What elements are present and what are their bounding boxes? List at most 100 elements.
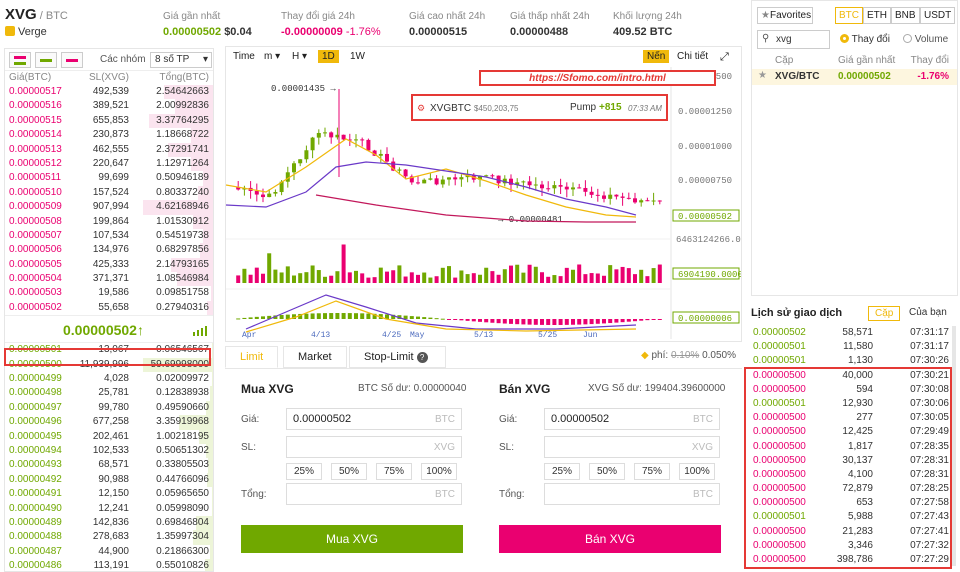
hour-dropdown[interactable]: H ▾ (292, 51, 308, 62)
ask-row[interactable]: 0.00000516 389,521 2.00992836 (5, 99, 213, 114)
bid-row[interactable]: 0.00000494 102,533 0.50651302 (5, 443, 213, 459)
amount-cell: 68,571 (98, 459, 129, 471)
url-banner[interactable]: https://Sfomo.com/intro.html (479, 70, 716, 86)
macd-bar (341, 313, 346, 319)
ask-row[interactable]: 0.00000509 907,994 4.62168946 (5, 200, 213, 215)
bid-row[interactable]: 0.00000488 278,683 1.35997304 (5, 530, 213, 545)
history-time: 07:27:32 (910, 539, 949, 551)
ask-row[interactable]: 0.00000505 425,333 2.14793165 (5, 257, 213, 273)
price-cell: 0.00000515 (9, 114, 62, 126)
bid-row[interactable]: 0.00000487 44,900 0.21866300 (5, 544, 213, 560)
ask-row[interactable]: 0.00000506 134,976 0.68297856 (5, 243, 213, 258)
ask-row[interactable]: 0.00000508 199,864 1.01530912 (5, 214, 213, 229)
tab-bnb[interactable]: BNB (891, 7, 920, 24)
macd-bar (298, 313, 303, 319)
macd-bar (577, 319, 582, 325)
tab-market[interactable]: Market (283, 346, 347, 368)
tab-limit[interactable]: Limit (225, 346, 279, 368)
sell-amount-input[interactable]: XVG (544, 436, 720, 458)
bid-row[interactable]: 0.00000499 4,028 0.02009972 (5, 372, 213, 387)
favorites-tab[interactable]: ★Favorites (757, 7, 813, 24)
bid-row[interactable]: 0.00000498 25,781 0.12838938 (5, 386, 213, 401)
ask-row[interactable]: 0.00000504 371,371 1.08546984 (5, 272, 213, 287)
amount-cell: 12,150 (98, 488, 129, 500)
tab-stop-limit[interactable]: Stop-Limit ? (349, 346, 446, 368)
sell-total-input[interactable]: BTC (544, 483, 720, 505)
market-row-xvg-btc[interactable]: ★ XVG/BTC 0.00000502 -1.76% (752, 69, 957, 85)
ask-row[interactable]: 0.00000507 107,534 0.54519738 (5, 228, 213, 244)
help-icon[interactable]: ? (416, 352, 428, 363)
bid-row[interactable]: 0.00000493 68,571 0.33805503 (5, 458, 213, 473)
tab-btc[interactable]: BTC (835, 7, 863, 24)
candles-button[interactable]: Nến (643, 50, 670, 63)
sell-price-input[interactable]: 0.00000502 BTC (544, 408, 720, 430)
radio-change[interactable]: Thay đổi (840, 34, 890, 45)
tab-eth[interactable]: ETH (863, 7, 891, 24)
bid-row[interactable]: 0.00000486 113,191 0.55010826 (5, 559, 213, 571)
tab-usdt[interactable]: USDT (920, 7, 956, 24)
macd-bar (440, 318, 445, 320)
bid-row[interactable]: 0.00000491 12,150 0.05965650 (5, 487, 213, 502)
buy-25-button[interactable]: 25% (286, 463, 322, 480)
bid-row[interactable]: 0.00000492 90,988 0.44766096 (5, 472, 213, 488)
volume-bar (490, 271, 495, 283)
ask-row[interactable]: 0.00000511 99,699 0.50946189 (5, 171, 213, 186)
bid-row[interactable]: 0.00000496 677,258 3.35919968 (5, 415, 213, 430)
decimals-select[interactable]: 8 số TP ▾ (150, 52, 212, 68)
pair-quote: / BTC (36, 10, 68, 22)
radio-volume[interactable]: Volume (903, 34, 948, 45)
tab-pair-history[interactable]: Cặp (868, 306, 901, 321)
ask-row[interactable]: 0.00000517 492,539 2.54642663 (5, 85, 213, 100)
interval-1d-button[interactable]: 1D (318, 50, 339, 63)
view-sell-icon[interactable] (61, 52, 83, 68)
volume-bar (577, 264, 582, 283)
minute-dropdown[interactable]: m ▾ (264, 51, 281, 62)
fullscreen-icon[interactable]: ⤢ (720, 51, 729, 63)
macd-bar (509, 319, 513, 324)
ask-row[interactable]: 0.00000503 19,586 0.09851758 (5, 286, 213, 301)
x-axis-label: 4/13 (311, 331, 330, 340)
ask-row[interactable]: 0.00000510 157,524 0.80337240 (5, 185, 213, 201)
sell-50-button[interactable]: 50% (589, 463, 625, 480)
buy-100-button[interactable]: 100% (421, 463, 457, 480)
sell-button[interactable]: Bán XVG (499, 525, 721, 553)
total-cell: 1.01530912 (156, 215, 209, 227)
search-input[interactable]: ⚲ xvg (757, 30, 830, 49)
history-scrollbar[interactable] (952, 326, 956, 566)
volume-bar (242, 268, 247, 283)
macd-bar (385, 314, 389, 319)
macd-bar (428, 317, 433, 319)
tab-my-history[interactable]: Của bạn (909, 307, 947, 318)
coin-name[interactable]: Verge (5, 26, 47, 38)
view-both-icon[interactable] (9, 52, 31, 68)
buy-75-button[interactable]: 75% (376, 463, 412, 480)
ask-row[interactable]: 0.00000514 230,873 1.18668722 (5, 128, 213, 143)
sell-title: Bán XVG (499, 382, 551, 396)
candle-body (273, 192, 278, 194)
ask-row[interactable]: 0.00000513 462,555 2.37291741 (5, 142, 213, 157)
star-icon[interactable]: ★ (758, 70, 767, 81)
depth-bar (193, 530, 213, 545)
ask-row[interactable]: 0.00000512 220,647 1.12971264 (5, 156, 213, 172)
sell-75-button[interactable]: 75% (634, 463, 670, 480)
buy-button[interactable]: Mua XVG (241, 525, 463, 553)
view-buy-icon[interactable] (35, 52, 57, 68)
buy-50-button[interactable]: 50% (331, 463, 367, 480)
interval-1w-button[interactable]: 1W (350, 51, 365, 62)
ask-row[interactable]: 0.00000515 655,853 3.37764295 (5, 113, 213, 129)
ask-row[interactable]: 0.00000502 55,658 0.27940316 (5, 300, 213, 316)
detail-button[interactable]: Chi tiết (677, 51, 709, 62)
bid-row[interactable]: 0.00000495 202,461 1.00218195 (5, 429, 213, 444)
time-button[interactable]: Time (233, 51, 255, 62)
buy-price-input[interactable]: 0.00000502 BTC (286, 408, 462, 430)
candle-body (323, 132, 327, 134)
buy-amount-input[interactable]: XVG (286, 436, 462, 458)
bid-row[interactable]: 0.00000489 142,836 0.69846804 (5, 515, 213, 531)
buy-total-input[interactable]: BTC (286, 483, 462, 505)
bid-row[interactable]: 0.00000490 12,241 0.05998090 (5, 501, 213, 516)
sell-25-button[interactable]: 25% (544, 463, 580, 480)
sell-100-button[interactable]: 100% (679, 463, 715, 480)
bid-row[interactable]: 0.00000497 99,780 0.49590660 (5, 400, 213, 416)
bid-list: 0.00000501 13,067 0.06546567 0.00000500 11,9… (5, 343, 213, 571)
macd-bar (496, 319, 501, 324)
